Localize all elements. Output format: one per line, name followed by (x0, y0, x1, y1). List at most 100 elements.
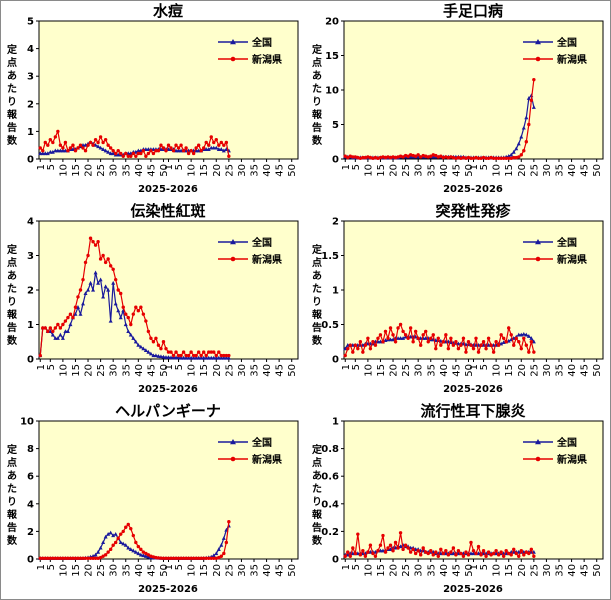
data-point (113, 531, 118, 536)
legend-label: 新潟県 (557, 53, 587, 66)
data-point (219, 140, 224, 145)
data-point (108, 530, 113, 535)
data-point (469, 156, 473, 161)
x-tick-label: 1 (36, 564, 47, 570)
data-point (441, 551, 446, 556)
data-point (507, 156, 511, 161)
data-point (146, 554, 151, 559)
data-point (516, 141, 521, 146)
data-point (456, 346, 461, 351)
data-point (174, 350, 178, 354)
y-tick-label: 0.8 (321, 444, 339, 455)
data-point (529, 340, 534, 344)
data-point (226, 355, 231, 360)
data-point (43, 140, 47, 145)
data-point (121, 305, 125, 309)
x-tick-label: 25 (96, 164, 107, 177)
data-point (123, 322, 128, 327)
x-tick-label: 40 (262, 364, 273, 377)
data-point (393, 540, 398, 545)
data-point (116, 149, 120, 153)
data-point (406, 546, 410, 550)
x-tick-label: 35 (554, 364, 565, 377)
data-point (81, 146, 85, 150)
y-tick-label: 2 (27, 286, 34, 297)
series-niigata (38, 520, 231, 561)
legend-marker (230, 256, 236, 262)
data-point (496, 553, 501, 557)
x-tick-label: 30 (237, 564, 248, 577)
data-point (174, 556, 178, 561)
data-point (191, 353, 196, 358)
data-point (101, 140, 105, 145)
x-tick-label: 15 (71, 564, 82, 577)
x-tick-label: 45 (275, 164, 286, 177)
x-tick-label: 45 (451, 164, 462, 177)
data-point (134, 154, 138, 158)
data-point (224, 353, 229, 358)
data-point (78, 556, 83, 561)
x-tick-label: 45 (451, 564, 462, 577)
legend-label: 新潟県 (252, 53, 282, 66)
data-point (101, 253, 105, 258)
data-point (499, 333, 503, 337)
x-tick-label: 20 (517, 164, 528, 177)
x-tick-label: 30 (109, 564, 120, 577)
data-point (41, 149, 45, 153)
legend-label: 全国 (251, 236, 272, 249)
data-point (429, 154, 433, 158)
x-tick-label: 30 (109, 164, 120, 177)
data-point (106, 257, 110, 261)
x-tick-label: 25 (529, 564, 540, 577)
data-point (199, 149, 203, 153)
data-point (501, 336, 506, 340)
x-tick-label: 50 (592, 164, 603, 177)
data-point (396, 336, 401, 340)
data-point (103, 148, 108, 153)
data-point (398, 531, 403, 535)
data-point (217, 350, 221, 354)
data-point (103, 260, 108, 265)
data-point (471, 346, 476, 351)
data-point (486, 336, 491, 340)
data-point (481, 549, 486, 553)
data-point (507, 551, 511, 556)
data-point (58, 326, 63, 330)
data-point (456, 549, 461, 553)
data-point (363, 343, 368, 347)
data-point (527, 122, 531, 127)
data-point (101, 554, 105, 558)
data-point (214, 353, 218, 358)
data-point (454, 340, 458, 344)
data-point (101, 294, 106, 299)
x-tick-label: 45 (580, 564, 591, 577)
data-point (181, 355, 186, 360)
data-point (416, 153, 420, 157)
data-point (141, 312, 146, 316)
data-point (86, 253, 90, 258)
data-point (406, 336, 410, 340)
data-point (143, 348, 148, 352)
plot-area (343, 20, 604, 160)
data-point (504, 549, 508, 553)
data-point (106, 149, 111, 154)
data-point (476, 350, 481, 354)
data-point (464, 350, 468, 354)
data-point (43, 151, 48, 156)
data-point (126, 545, 131, 550)
data-point (529, 98, 534, 103)
data-point (164, 346, 168, 351)
data-point (153, 353, 158, 358)
data-point (191, 556, 196, 561)
data-point (78, 143, 83, 147)
data-point (224, 540, 229, 545)
data-point (491, 350, 496, 354)
data-point (346, 155, 350, 160)
data-point (224, 140, 229, 145)
x-tick-label: 15 (199, 364, 210, 377)
series-line (39, 272, 229, 359)
x-axis-label: 2025-2026 (443, 184, 503, 195)
x-tick-label: 15 (504, 564, 515, 577)
plot-area (38, 420, 299, 560)
